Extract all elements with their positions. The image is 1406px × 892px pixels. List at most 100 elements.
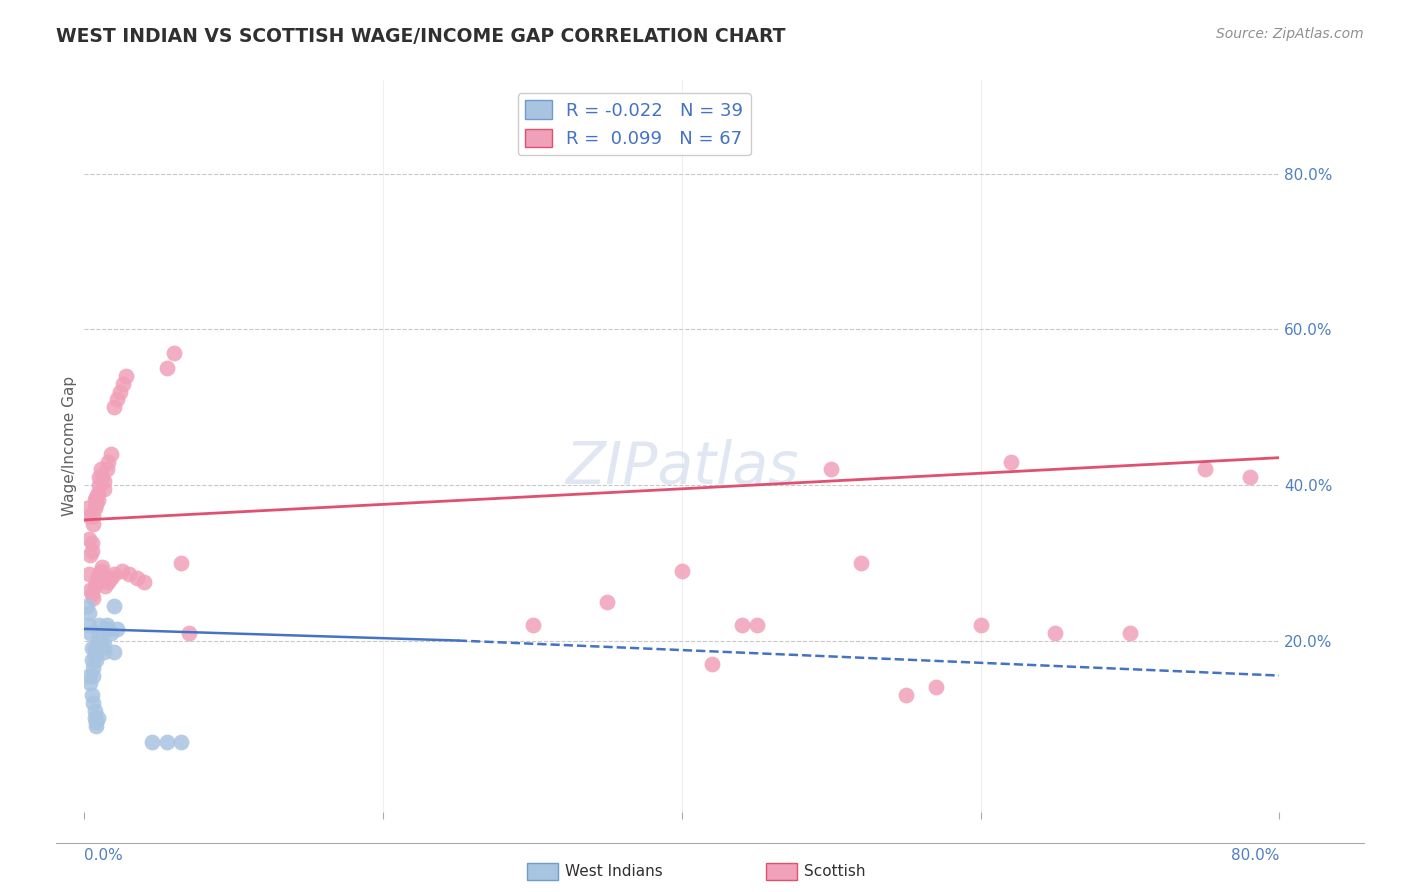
Point [86,715,108,730]
Point [115,368,138,383]
Text: West Indians: West Indians [565,864,664,879]
Point [82,591,104,605]
Point [170,734,193,748]
Point [820,462,842,476]
Point [87,493,110,508]
Point [77,509,100,524]
Point [97,622,120,636]
Point [89,478,111,492]
Point [83,641,105,656]
Point [87,485,110,500]
Point [894,688,917,702]
Point [82,509,104,524]
Point [170,556,193,570]
Point [105,392,128,407]
Point [93,482,115,496]
Text: Source: ZipAtlas.com: Source: ZipAtlas.com [1216,27,1364,41]
Point [86,645,108,659]
Point [97,575,120,590]
Point [100,571,122,585]
Point [82,516,104,531]
Point [90,564,112,578]
Point [91,470,114,484]
Point [79,548,101,562]
Point [91,641,114,656]
Y-axis label: Wage/Income Gap: Wage/Income Gap [62,376,77,516]
Point [125,571,148,585]
Point [87,711,110,725]
Point [970,618,993,632]
Point [155,361,177,376]
Point [1239,470,1261,484]
Point [97,454,120,468]
Point [82,696,104,710]
Point [90,462,112,476]
Point [89,470,111,484]
Point [1045,625,1067,640]
Point [1119,625,1142,640]
Point [77,668,100,682]
Point [118,567,141,582]
Point [79,582,101,597]
Point [77,533,100,547]
Point [77,607,100,621]
Point [80,544,103,558]
Point [79,625,101,640]
Point [82,661,104,675]
Text: Scottish: Scottish [804,864,866,879]
Point [82,668,104,682]
Point [77,567,100,582]
Point [80,536,103,550]
Point [111,564,134,578]
Point [103,567,125,582]
Point [141,734,163,748]
Text: 0.0%: 0.0% [84,848,124,863]
Point [83,704,105,718]
Point [1194,462,1216,476]
Point [177,625,200,640]
Point [80,587,103,601]
Point [86,575,108,590]
Point [163,345,186,359]
Point [87,633,110,648]
Point [91,559,114,574]
Point [79,676,101,690]
Point [77,618,100,632]
Point [83,501,105,516]
Text: 80.0%: 80.0% [1232,848,1279,863]
Point [93,571,115,585]
Text: WEST INDIAN VS SCOTTISH WAGE/INCOME GAP CORRELATION CHART: WEST INDIAN VS SCOTTISH WAGE/INCOME GAP … [56,27,786,45]
Point [86,719,108,733]
Point [745,618,768,632]
Point [90,637,112,651]
Point [110,384,132,399]
Point [94,579,117,593]
Point [96,622,118,636]
Point [112,376,135,391]
Point [103,645,125,659]
Point [700,657,723,671]
Point [76,599,98,613]
Point [522,618,544,632]
Point [93,474,115,488]
Point [83,493,105,508]
Point [87,641,110,656]
Point [86,653,108,667]
Point [89,567,111,582]
Point [86,497,108,511]
Point [83,649,105,664]
Point [83,579,105,593]
Point [132,575,156,590]
Point [105,622,128,636]
Point [731,618,754,632]
Point [80,653,103,667]
Point [89,625,111,640]
Point [96,462,118,476]
Point [96,618,118,632]
Point [671,564,693,578]
Point [103,400,125,414]
Point [93,637,115,651]
Point [80,641,103,656]
Text: ZIPatlas: ZIPatlas [565,440,799,497]
Point [100,625,122,640]
